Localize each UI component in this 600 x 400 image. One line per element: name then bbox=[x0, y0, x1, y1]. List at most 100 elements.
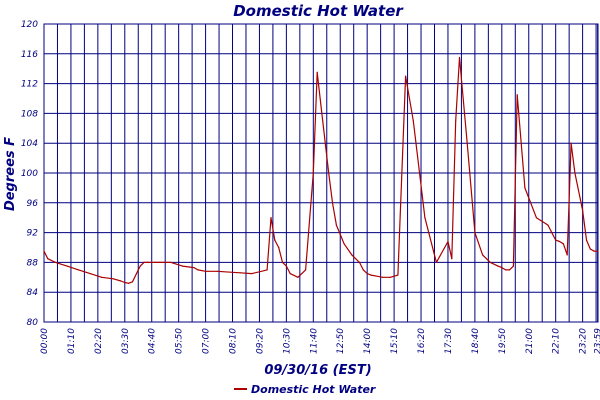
y-axis-label: Degrees F bbox=[3, 137, 18, 211]
data-point bbox=[516, 94, 518, 96]
y-tick-label: 100 bbox=[21, 169, 38, 179]
x-tick-label: 16:20 bbox=[417, 328, 427, 354]
y-tick-label: 112 bbox=[21, 80, 38, 90]
data-point bbox=[566, 254, 568, 256]
data-point bbox=[120, 280, 122, 282]
data-point bbox=[139, 265, 141, 267]
data-point bbox=[197, 269, 199, 271]
data-point bbox=[137, 269, 139, 271]
data-point bbox=[312, 172, 314, 174]
x-tick-label: 02:20 bbox=[94, 328, 104, 354]
data-point bbox=[351, 254, 353, 256]
data-point bbox=[466, 142, 468, 144]
y-tick-label: 116 bbox=[21, 50, 38, 60]
data-point bbox=[266, 269, 268, 271]
data-point bbox=[54, 261, 57, 263]
y-tick-label: 104 bbox=[21, 139, 38, 149]
x-tick-label: 18:40 bbox=[471, 328, 481, 354]
data-point bbox=[455, 120, 457, 122]
legend-label: Domestic Hot Water bbox=[251, 383, 376, 396]
x-axis-label: 09/30/16 (EST) bbox=[264, 363, 371, 378]
x-tick-label: 12:50 bbox=[336, 328, 346, 354]
data-point bbox=[524, 187, 526, 189]
data-point bbox=[424, 217, 426, 219]
x-tick-label: 21:00 bbox=[525, 328, 535, 354]
data-point bbox=[405, 75, 407, 77]
y-axis-ticks: 80 84 88 92 96 100 104 108 112 116 120 bbox=[21, 20, 38, 328]
data-point bbox=[131, 281, 134, 283]
data-point bbox=[508, 269, 511, 271]
x-tick-label: 04:40 bbox=[148, 328, 158, 354]
data-point bbox=[320, 105, 322, 107]
x-tick-label: 17:30 bbox=[444, 328, 454, 354]
data-point bbox=[158, 261, 160, 263]
x-tick-label: 11:40 bbox=[309, 328, 319, 354]
y-tick-label: 96 bbox=[27, 199, 39, 209]
data-point bbox=[143, 261, 145, 263]
data-point bbox=[570, 142, 572, 144]
y-tick-label: 108 bbox=[21, 109, 38, 119]
data-point bbox=[562, 243, 565, 245]
data-point bbox=[328, 172, 330, 174]
data-point bbox=[551, 232, 553, 234]
data-point bbox=[205, 270, 207, 272]
x-axis-ticks: 00:00 01:10 02:20 03:30 04:40 05:50 07:00 08:10… bbox=[40, 328, 600, 354]
data-point bbox=[285, 265, 287, 267]
chart-title: Domestic Hot Water bbox=[233, 2, 404, 20]
x-tick-label: 00:00 bbox=[40, 328, 50, 354]
data-point bbox=[558, 240, 561, 243]
data-point bbox=[239, 272, 241, 274]
data-point bbox=[435, 261, 437, 263]
series-layer bbox=[43, 56, 599, 284]
data-point bbox=[497, 265, 499, 267]
data-point bbox=[274, 239, 276, 241]
data-point bbox=[597, 250, 599, 252]
data-point bbox=[181, 265, 184, 267]
y-tick-label: 84 bbox=[27, 288, 39, 298]
data-point bbox=[124, 281, 126, 284]
x-tick-label: 23:59 bbox=[594, 328, 600, 354]
data-point bbox=[489, 261, 491, 263]
data-point bbox=[281, 261, 284, 263]
data-point bbox=[78, 269, 80, 271]
x-tick-label: 07:00 bbox=[202, 328, 212, 354]
x-tick-label: 23:20 bbox=[579, 328, 589, 354]
x-tick-label: 19:50 bbox=[498, 328, 508, 354]
data-point bbox=[297, 276, 299, 278]
data-point bbox=[447, 240, 449, 243]
data-point bbox=[474, 232, 476, 234]
data-point bbox=[362, 269, 364, 271]
y-tick-label: 120 bbox=[21, 20, 38, 30]
y-tick-label: 80 bbox=[27, 318, 39, 328]
x-tick-label: 08:10 bbox=[229, 328, 239, 354]
data-point bbox=[216, 270, 218, 272]
y-tick-label: 92 bbox=[27, 229, 39, 239]
data-point bbox=[43, 250, 45, 252]
data-point bbox=[547, 224, 549, 226]
x-tick-label: 03:30 bbox=[121, 328, 131, 354]
data-point bbox=[366, 273, 368, 275]
data-point bbox=[289, 273, 291, 275]
data-point bbox=[47, 258, 49, 260]
data-point bbox=[412, 120, 414, 122]
grid bbox=[43, 23, 599, 323]
data-point bbox=[370, 274, 372, 276]
data-point bbox=[270, 217, 272, 219]
x-tick-label: 22:10 bbox=[552, 328, 562, 354]
x-tick-label: 01:10 bbox=[67, 328, 77, 354]
x-tick-label: 15:10 bbox=[390, 328, 400, 354]
data-point bbox=[101, 276, 103, 278]
data-point bbox=[305, 269, 307, 271]
data-point bbox=[343, 243, 345, 245]
data-point bbox=[112, 278, 114, 280]
data-point bbox=[505, 269, 507, 271]
data-point bbox=[589, 248, 591, 250]
data-point bbox=[501, 267, 503, 269]
data-point bbox=[251, 273, 253, 275]
data-point bbox=[128, 282, 130, 284]
data-point bbox=[593, 250, 595, 252]
x-tick-label: 05:50 bbox=[175, 328, 185, 354]
data-point bbox=[358, 261, 361, 263]
data-point bbox=[458, 56, 461, 59]
data-point bbox=[482, 254, 484, 256]
